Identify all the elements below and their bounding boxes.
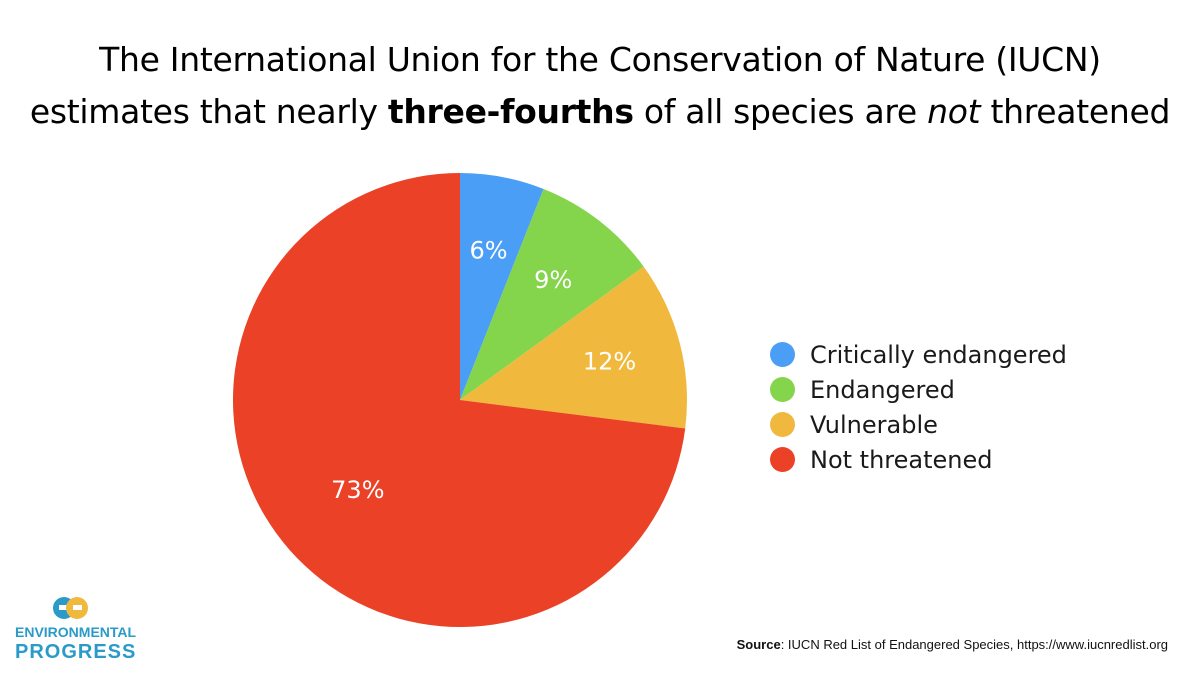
legend-label-endangered: Endangered bbox=[810, 375, 955, 404]
chart-title-line-2: estimates that nearly three-fourths of a… bbox=[0, 86, 1200, 138]
title-text-bold: three-fourths bbox=[387, 92, 634, 131]
source-text: : IUCN Red List of Endangered Species, h… bbox=[780, 637, 1168, 652]
legend-swatch-vulnerable bbox=[770, 412, 795, 437]
legend-item-endangered: Endangered bbox=[770, 372, 1067, 407]
title-text-italic: not bbox=[927, 92, 981, 131]
pie-chart: 6% 9% 12% 73% bbox=[232, 173, 687, 627]
legend-item-vulnerable: Vulnerable bbox=[770, 407, 1067, 442]
source-label: Source bbox=[736, 637, 781, 652]
legend-label-vulnerable: Vulnerable bbox=[810, 410, 938, 439]
legend-swatch-not-threatened bbox=[770, 447, 795, 472]
legend-swatch-endangered bbox=[770, 377, 795, 402]
environmental-progress-logo: ENVIRONMENTAL PROGRESS bbox=[15, 596, 137, 663]
pie-slice-critically-endangered bbox=[460, 173, 544, 400]
data-label-endangered: 9% bbox=[534, 266, 572, 294]
title-text-before: estimates that nearly bbox=[29, 92, 388, 131]
legend-label-not-threatened: Not threatened bbox=[810, 445, 993, 474]
legend-item-not-threatened: Not threatened bbox=[770, 442, 1067, 477]
data-label-critically-endangered: 6% bbox=[469, 237, 507, 265]
title-text-after: threatened bbox=[980, 92, 1171, 131]
logo-text-environmental: ENVIRONMENTAL bbox=[15, 624, 137, 640]
pie-slice-endangered bbox=[460, 188, 644, 400]
data-label-vulnerable: 12% bbox=[583, 348, 636, 376]
legend-label-critically-endangered: Critically endangered bbox=[810, 340, 1067, 369]
legend-item-critically-endangered: Critically endangered bbox=[770, 337, 1067, 372]
legend-swatch-critically-endangered bbox=[770, 342, 795, 367]
data-label-not-threatened: 73% bbox=[331, 476, 384, 504]
environmental-progress-logo-icon bbox=[53, 597, 88, 619]
chart-title-line-1: The International Union for the Conserva… bbox=[99, 40, 1101, 79]
logo-text-progress: PROGRESS bbox=[15, 641, 137, 663]
source-note: Source: IUCN Red List of Endangered Spec… bbox=[737, 637, 1168, 652]
pie-slice-vulnerable bbox=[460, 266, 687, 429]
chart-legend: Critically endangered Endangered Vulnera… bbox=[770, 337, 1067, 477]
pie-slice-not-threatened bbox=[232, 173, 686, 627]
title-text-middle: of all species are bbox=[633, 92, 928, 131]
chart-title: The International Union for the Conserva… bbox=[0, 34, 1200, 138]
